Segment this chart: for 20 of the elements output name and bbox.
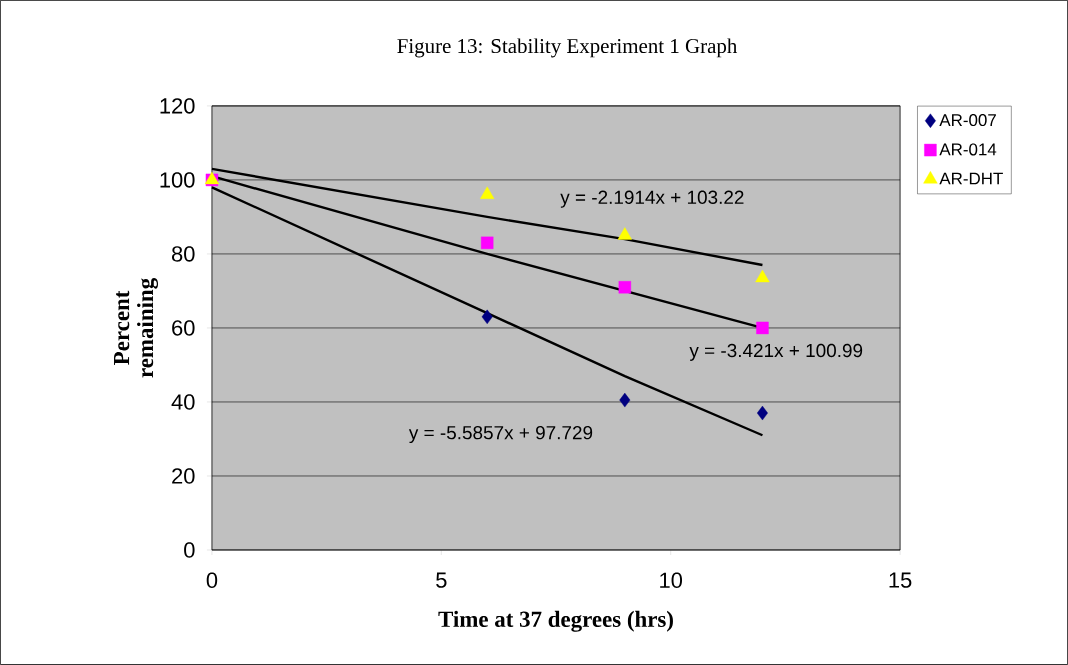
y-tick-label: 0 xyxy=(184,542,195,558)
y-axis-title: Percent remaining xyxy=(114,278,159,378)
x-axis-title: Time at 37 degrees (hrs) xyxy=(438,610,673,632)
x-tick-label: 5 xyxy=(436,572,447,588)
x-tick-label: 10 xyxy=(660,572,683,589)
y-tick-label: 120 xyxy=(160,98,195,114)
y-tick-label: 100 xyxy=(160,172,195,188)
y-tick-label: 40 xyxy=(171,394,195,410)
x-tick-label: 15 xyxy=(889,572,912,588)
legend-label: AR-DHT xyxy=(939,172,1003,185)
annotation: y = -2.1914x + 103.22 xyxy=(560,190,744,208)
y-tick-label: 20 xyxy=(172,468,195,484)
x-tick-label: 0 xyxy=(206,572,218,589)
y-tick-label: 80 xyxy=(172,246,195,262)
annotation: y = -5.5857x + 97.729 xyxy=(408,426,593,444)
annotation: y = -3.421x + 100.99 xyxy=(689,343,863,361)
y-tick-label: 60 xyxy=(172,320,195,336)
chart-title: Figure 13: Stability Experiment 1 Graph xyxy=(397,38,738,58)
legend-label: AR-007 xyxy=(939,114,996,127)
legend-label: AR-014 xyxy=(939,143,997,156)
